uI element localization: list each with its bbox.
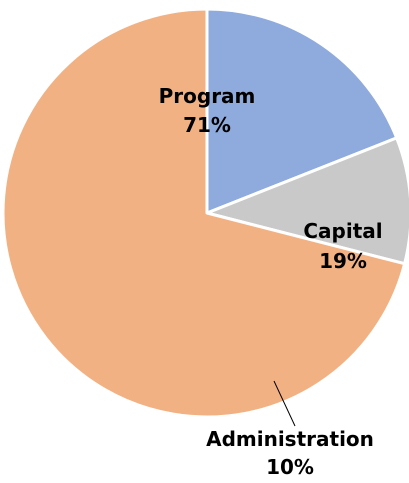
pie-slices [1, 7, 409, 419]
capital-percent: 19% [319, 249, 367, 273]
slice-capital [205, 7, 399, 215]
program-label: Program [159, 84, 256, 108]
slice-program [1, 7, 407, 419]
administration-leader-line [273, 380, 296, 427]
slice-administration [205, 136, 409, 266]
administration-label: Administration [206, 427, 374, 451]
capital-label: Capital [303, 219, 382, 243]
slice-labels: Program 71% Capital 19% Administration 1… [159, 84, 383, 479]
program-percent: 71% [183, 113, 231, 137]
administration-percent: 10% [266, 455, 314, 479]
leader-lines [273, 380, 296, 427]
